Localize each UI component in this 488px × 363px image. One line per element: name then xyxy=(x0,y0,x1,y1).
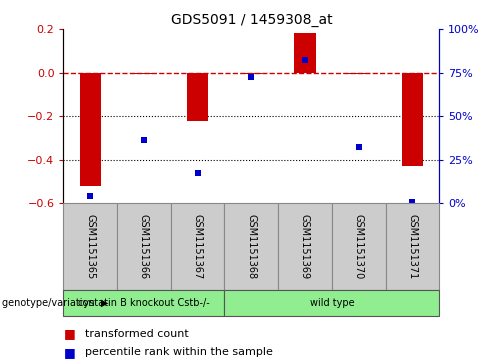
Text: ■: ■ xyxy=(63,327,75,340)
Point xyxy=(408,199,416,205)
Bar xyxy=(80,73,101,186)
Point xyxy=(355,144,363,150)
Bar xyxy=(117,203,171,290)
Bar xyxy=(294,33,316,73)
Bar xyxy=(278,203,332,290)
Bar xyxy=(402,73,423,166)
Bar xyxy=(224,203,278,290)
Text: GSM1151366: GSM1151366 xyxy=(139,214,149,280)
Bar xyxy=(386,203,439,290)
Bar xyxy=(63,203,117,290)
Bar xyxy=(241,73,262,74)
Point xyxy=(194,170,202,176)
Bar xyxy=(332,203,386,290)
Bar xyxy=(171,203,224,290)
Bar xyxy=(348,73,369,74)
Text: wild type: wild type xyxy=(309,298,354,308)
Title: GDS5091 / 1459308_at: GDS5091 / 1459308_at xyxy=(170,13,332,26)
Point xyxy=(301,57,309,62)
Point xyxy=(86,193,94,199)
Text: GSM1151370: GSM1151370 xyxy=(354,214,364,280)
Bar xyxy=(224,290,439,316)
Point xyxy=(140,137,148,143)
Text: percentile rank within the sample: percentile rank within the sample xyxy=(85,347,273,357)
Text: cystatin B knockout Cstb-/-: cystatin B knockout Cstb-/- xyxy=(78,298,210,308)
Text: ■: ■ xyxy=(63,346,75,359)
Text: transformed count: transformed count xyxy=(85,329,189,339)
Text: genotype/variation  ▶: genotype/variation ▶ xyxy=(2,298,109,308)
Point xyxy=(247,74,255,80)
Bar xyxy=(63,290,224,316)
Text: GSM1151368: GSM1151368 xyxy=(246,214,256,280)
Text: GSM1151367: GSM1151367 xyxy=(193,214,203,280)
Bar xyxy=(187,73,208,121)
Text: GSM1151371: GSM1151371 xyxy=(407,214,417,280)
Bar xyxy=(133,73,155,74)
Text: GSM1151369: GSM1151369 xyxy=(300,214,310,280)
Text: GSM1151365: GSM1151365 xyxy=(85,214,95,280)
